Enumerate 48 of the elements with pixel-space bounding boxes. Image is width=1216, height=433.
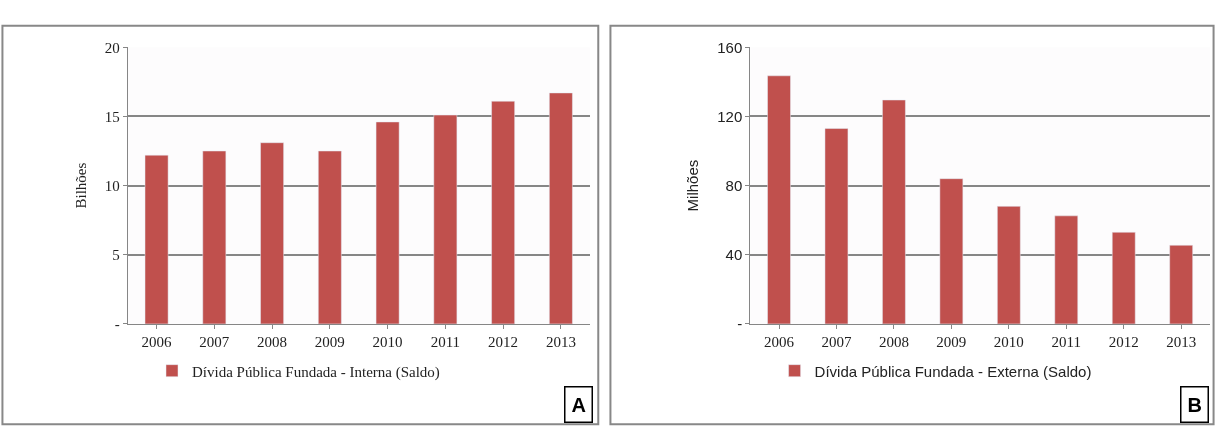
y-tick-label: 5: [112, 247, 120, 263]
x-tick-label: 2010: [372, 333, 403, 350]
bar: [1054, 215, 1079, 324]
x-tick-label: 2012: [1108, 333, 1139, 350]
y-tick-label: 20: [104, 39, 120, 56]
y-axis-title: Bilhões: [72, 162, 89, 209]
x-tick-label: 2010: [993, 333, 1024, 350]
bar: [939, 178, 964, 324]
y-tick-label: 40: [725, 246, 743, 263]
y-axis-title: Milhões: [684, 159, 702, 212]
x-tick-label: 2006: [141, 333, 173, 350]
bar: [824, 128, 849, 324]
bar: [318, 150, 342, 324]
x-tick-label: 2012: [488, 333, 519, 350]
legend-label: Dívida Pública Fundada - Interna (Saldo): [192, 363, 440, 381]
x-tick-label: 2011: [430, 333, 461, 350]
x-tick-label: 2007: [821, 333, 852, 350]
text: A: [571, 393, 586, 416]
x-tick-label: 2008: [257, 333, 288, 350]
y-tick-label: 10: [104, 177, 120, 194]
y-tick-label: 160: [717, 38, 743, 56]
bar: [549, 92, 573, 324]
bar: [433, 114, 458, 324]
bar: [997, 206, 1021, 324]
text: B: [1187, 393, 1202, 416]
x-tick-label: 2013: [1166, 333, 1197, 350]
legend-label: Dívida Pública Fundada - Externa (Saldo): [814, 362, 1092, 380]
x-tick-label: 2006: [764, 333, 795, 350]
x-tick-label: 2013: [545, 333, 576, 350]
bar: [144, 154, 169, 324]
x-tick-label: 2008: [878, 333, 909, 350]
bar: [1169, 244, 1193, 324]
bar: [260, 142, 284, 324]
x-tick-label: 2009: [314, 333, 345, 350]
x-tick-label: 2011: [1051, 333, 1082, 350]
bar: [202, 150, 227, 324]
y-tick-label: -: [737, 315, 743, 333]
bar: [882, 99, 906, 324]
bar: [491, 100, 515, 324]
bar: [767, 75, 791, 324]
y-tick-label: 80: [725, 176, 743, 194]
bar: [1111, 232, 1136, 324]
x-tick-label: 2007: [199, 333, 230, 350]
bar: [375, 121, 400, 324]
x-tick-label: 2009: [936, 333, 967, 350]
y-tick-label: 120: [717, 107, 743, 125]
y-tick-label: -: [114, 316, 120, 333]
y-tick-label: 15: [104, 108, 120, 125]
